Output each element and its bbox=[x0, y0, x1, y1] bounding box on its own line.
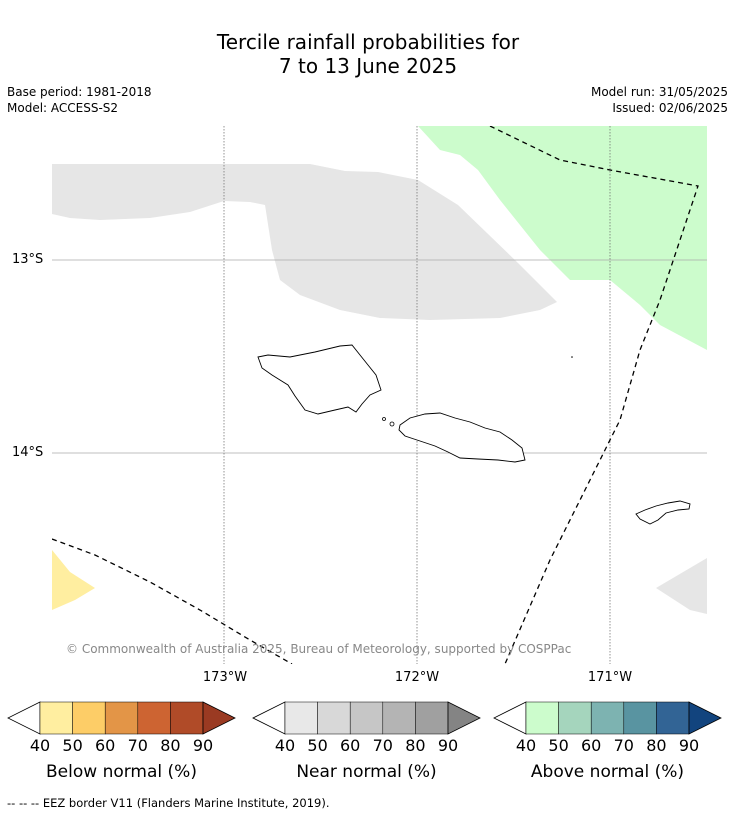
below-normal-arrow-left bbox=[7, 701, 41, 735]
near-normal-arrow-right bbox=[447, 701, 481, 735]
lon-label-172w: 172°W bbox=[394, 670, 440, 685]
above-normal-tick-50: 50 bbox=[548, 736, 569, 755]
below-normal-region bbox=[52, 550, 95, 610]
above-normal-region bbox=[418, 126, 707, 350]
above-normal-tick-90: 90 bbox=[678, 736, 700, 755]
model-name: Model: ACCESS-S2 bbox=[7, 101, 119, 115]
upolu-island bbox=[398, 412, 526, 463]
near-normal-tick-80: 80 bbox=[405, 736, 426, 755]
lon-label-173w: 173°W bbox=[202, 670, 248, 685]
below-normal-segment-1 bbox=[72, 701, 106, 735]
above-normal-arrow-right bbox=[688, 701, 722, 735]
above-normal-tick-60: 60 bbox=[581, 736, 602, 755]
issued-date: Issued: 02/06/2025 bbox=[612, 101, 728, 115]
near-normal-tick-50: 50 bbox=[307, 736, 328, 755]
near-normal-arrow-left bbox=[252, 701, 286, 735]
near-normal-segment-0 bbox=[284, 701, 318, 735]
near-normal-segment-4 bbox=[415, 701, 449, 735]
lat-label-14s: 14°S bbox=[12, 445, 44, 460]
near-normal-segment-2 bbox=[349, 701, 384, 735]
eez-footnote: -- -- -- EEZ border V11 (Flanders Marine… bbox=[7, 796, 330, 810]
legend-near-normal bbox=[252, 701, 481, 735]
below-normal-tick-40: 40 bbox=[29, 736, 51, 755]
below-normal-segment-0 bbox=[39, 701, 73, 735]
meta-right: Model run: 31/05/2025 Issued: 02/06/2025 bbox=[591, 84, 728, 116]
near-normal-tick-90: 90 bbox=[437, 736, 459, 755]
below-normal-arrow-right bbox=[202, 701, 236, 735]
near-normal-segment-3 bbox=[382, 701, 416, 735]
savaii-island bbox=[257, 344, 382, 415]
above-normal-segment-0 bbox=[525, 701, 559, 735]
legend-above-normal bbox=[493, 701, 722, 735]
near-normal-segment-1 bbox=[317, 701, 351, 735]
map-title: Tercile rainfall probabilities for 7 to … bbox=[0, 30, 736, 78]
above-normal-label: Above normal (%) bbox=[530, 762, 685, 782]
above-normal-arrow-left bbox=[493, 701, 527, 735]
lat-label-13s: 13°S bbox=[12, 252, 44, 267]
near-normal-tick-60: 60 bbox=[340, 736, 361, 755]
above-normal-segment-3 bbox=[623, 701, 657, 735]
above-normal-segment-4 bbox=[656, 701, 690, 735]
below-normal-tick-60: 60 bbox=[95, 736, 116, 755]
above-normal-tick-70: 70 bbox=[613, 736, 634, 755]
above-normal-segment-2 bbox=[590, 701, 625, 735]
base-period: Base period: 1981-2018 bbox=[7, 85, 152, 99]
near-normal-label: Near normal (%) bbox=[296, 762, 437, 782]
model-run: Model run: 31/05/2025 bbox=[590, 85, 728, 99]
legend-below-normal bbox=[7, 701, 236, 735]
meta-left: Base period: 1981-2018 Model: ACCESS-S2 bbox=[7, 84, 152, 116]
below-normal-segment-2 bbox=[104, 701, 139, 735]
below-normal-segment-4 bbox=[170, 701, 204, 735]
below-normal-tick-80: 80 bbox=[160, 736, 181, 755]
lon-label-171w: 171°W bbox=[587, 670, 633, 685]
below-normal-label: Below normal (%) bbox=[46, 762, 197, 782]
below-normal-tick-50: 50 bbox=[62, 736, 83, 755]
near-normal-tick-70: 70 bbox=[372, 736, 393, 755]
below-normal-segment-3 bbox=[137, 701, 171, 735]
above-normal-segment-1 bbox=[558, 701, 592, 735]
above-normal-tick-40: 40 bbox=[515, 736, 537, 755]
above-normal-tick-80: 80 bbox=[646, 736, 667, 755]
below-normal-tick-70: 70 bbox=[127, 736, 148, 755]
copyright-notice: © Commonwealth of Australia 2025, Bureau… bbox=[66, 642, 572, 656]
eez-border-ne bbox=[489, 126, 699, 664]
near-normal-region bbox=[52, 164, 557, 320]
title-line-1: Tercile rainfall probabilities for bbox=[216, 30, 520, 54]
title-line-2: 7 to 13 June 2025 bbox=[278, 54, 458, 78]
near-normal-tick-40: 40 bbox=[274, 736, 296, 755]
tutuila-island bbox=[635, 500, 691, 525]
below-normal-tick-90: 90 bbox=[192, 736, 214, 755]
eez-border-sw bbox=[52, 538, 293, 664]
near-normal-region-se bbox=[656, 558, 707, 614]
